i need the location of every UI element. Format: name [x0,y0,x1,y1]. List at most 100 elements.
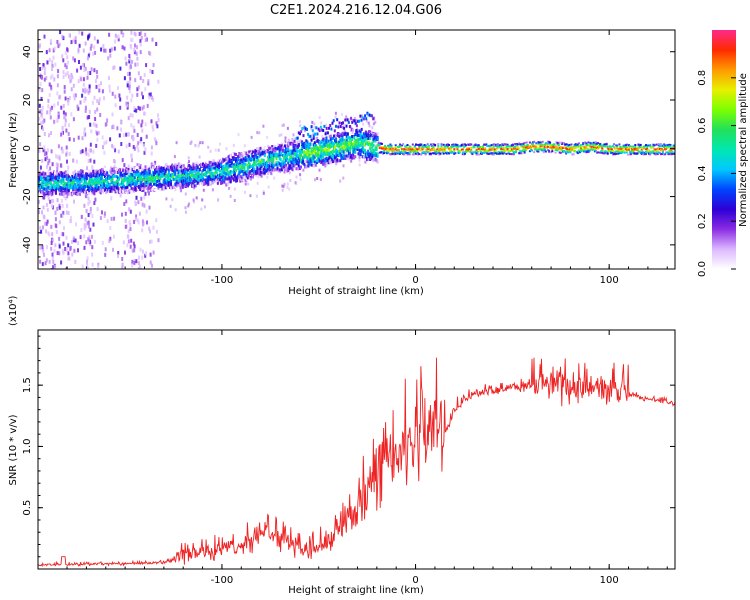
spectrogram-cell [217,198,219,202]
spectrogram-cell [337,154,340,157]
spectrogram-cell [255,153,258,157]
spectrogram-cell [614,147,617,150]
spectrogram-cell [440,145,443,148]
spectrogram-cell [328,146,331,149]
spectrogram-cell [38,44,41,49]
spectrogram-cell [388,149,391,152]
spectrogram-cell [58,192,61,196]
spectrogram-cell [49,166,52,171]
spectrogram-cell [87,34,90,39]
spectrogram-cell [357,139,360,143]
spectrogram-cell [41,262,44,267]
spectrogram-cell [223,166,226,170]
spectrogram-cell [448,152,450,155]
spectrogram-cell [271,148,274,152]
spectrogram-cell [93,122,96,127]
spectrogram-cell [312,155,315,159]
spectrogram-cell [232,143,235,147]
spectrogram-cell [223,171,226,175]
spectrogram-cell [101,179,104,183]
spectrogram-cell [93,181,96,185]
spectrogram-cell [148,167,151,171]
spectrogram-cell [110,47,113,52]
spectrogram-cell [246,153,249,157]
spectrogram-cell [97,130,100,135]
spectrogram-cell [144,175,147,179]
spectrogram-cell [566,143,569,146]
spectrogram-cell [113,185,116,189]
spectrogram-cell [67,184,70,188]
spectrogram-cell [133,185,136,189]
spectrogram-cell [359,143,362,147]
spectrogram-cell [128,53,131,58]
spectrogram-cell [95,182,98,186]
spectrogram-cell [51,191,54,195]
spectrogram-cell [134,179,137,183]
spectrogram-cell [625,148,628,151]
spectrogram-cell [161,187,164,191]
spectrogram-cell [89,227,92,232]
spectrogram-cell [104,48,107,53]
spectrogram-cell [64,170,67,174]
spectrogram-cell [84,41,87,46]
spectrogram-cell [137,187,139,191]
spectrogram-cell [280,161,283,165]
spectrogram-cell [258,160,261,164]
spectrogram-cell [387,147,390,150]
spectrogram-cell [138,163,141,168]
spectrogram-cell [184,175,187,179]
spectrogram-cell [92,191,95,194]
spectrogram-cell [108,239,111,243]
spectrogram-cell [91,165,94,170]
spectrogram-cell [308,154,311,158]
spectrogram-cell [41,248,44,253]
spectrogram-cell [312,164,315,168]
spectrogram-cell [107,56,110,61]
spectrogram-cell [565,152,568,155]
spectrogram-cell [617,152,620,155]
spectrogram-cell [324,164,327,168]
spectrogram-cell [107,176,110,180]
spectrogram-cell [84,172,87,176]
spectrogram-cell [298,151,301,155]
spectrogram-cell [124,211,127,216]
spectrogram-cell [277,154,280,158]
spectrogram-cell [289,149,292,153]
spectrogram-cell [616,144,619,147]
spectrogram-cell [48,158,51,163]
spectrogram-cell [334,138,336,142]
spectrogram-cell [86,88,89,93]
spectrogram-cell [286,185,289,189]
spectrogram-cell [138,264,141,269]
spectrogram-cell [183,167,186,171]
spectrogram-cell [336,149,339,153]
spectrogram-cell [386,149,389,152]
spectrogram-cell [41,109,44,114]
spectrogram-cell [105,173,108,177]
spectrogram-cell [237,155,240,159]
spectrogram-cell [140,180,143,184]
spectrogram-cell [220,164,223,168]
spectrogram-cell [220,175,223,179]
spectrogram-cell [157,117,160,122]
spectrogram-cell [275,155,278,159]
spectrogram-cell [42,205,45,210]
spectrogram-cell [223,180,226,184]
spectrogram-cell [352,150,355,154]
spectrogram-cell [643,152,646,154]
spectrogram-cell [73,248,76,253]
spectrogram-cell [472,151,475,154]
spectrogram-cell [417,151,420,154]
spectrogram-cell [136,163,139,168]
spectrogram-cell [139,166,142,170]
spectrogram-cell [549,143,552,145]
spectrogram-cell [471,153,474,155]
spectrogram-cell [223,155,226,159]
spectrogram-cell [403,148,406,150]
spectrogram-cell [193,186,196,190]
spectrogram-cell [437,146,440,149]
spectrogram-cell [128,66,131,71]
spectrogram-cell [583,150,586,153]
spectrogram-cell [162,181,165,184]
spectrogram-cell [299,124,302,128]
